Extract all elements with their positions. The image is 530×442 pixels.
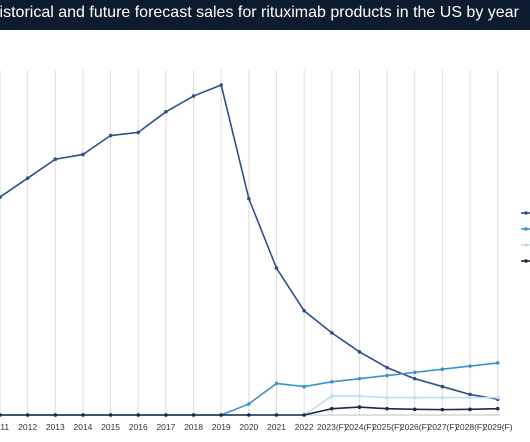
data-point	[468, 392, 472, 397]
data-point	[81, 152, 85, 157]
data-point	[357, 350, 362, 354]
data-point	[247, 196, 251, 201]
data-point	[468, 395, 472, 400]
legend-marker	[524, 227, 528, 231]
legend-marker	[524, 211, 528, 215]
x-axis-tick-labels: 2011 2012 2013 2014 2015 2016 2017 2018 2019 2020…	[0, 422, 513, 432]
data-point	[53, 157, 58, 162]
data-point	[495, 395, 500, 400]
legend	[521, 211, 530, 263]
data-point	[440, 395, 445, 400]
x-tick-label: 2017	[156, 422, 175, 432]
x-tick-label: 2019	[212, 422, 231, 432]
data-point	[385, 406, 389, 411]
data-point	[247, 402, 251, 406]
data-point	[495, 406, 500, 411]
data-point	[136, 130, 141, 135]
data-point	[274, 381, 279, 386]
x-tick-label: 2014	[73, 422, 92, 432]
x-tick-label: 2026(F)	[400, 422, 430, 432]
data-point	[164, 110, 168, 114]
title-bar: Historical and future forecast sales for…	[0, 0, 530, 30]
series-lines	[0, 83, 500, 417]
data-point	[164, 413, 168, 417]
x-tick-label: 2024(F)	[345, 422, 375, 432]
data-point	[247, 413, 251, 417]
data-point	[330, 406, 334, 411]
data-point	[191, 94, 196, 98]
data-point	[302, 384, 306, 389]
data-point	[108, 133, 113, 138]
data-point	[0, 195, 2, 199]
data-point	[330, 394, 334, 398]
chart-area: 2011 2012 2013 2014 2015 2016 2017 2018 2019 2020…	[0, 30, 530, 442]
data-point	[108, 413, 113, 417]
data-point	[25, 176, 30, 180]
x-tick-label: 2023(F)	[317, 422, 347, 432]
data-point	[357, 405, 362, 409]
chart-title: Historical and future forecast sales for…	[0, 4, 519, 21]
x-tick-label: 2022	[295, 422, 314, 432]
data-point	[385, 373, 389, 378]
x-tick-label: 2020	[239, 422, 258, 432]
data-point	[385, 395, 389, 400]
data-point	[357, 394, 362, 398]
x-tick-label: 2011	[0, 422, 9, 432]
data-point	[468, 364, 472, 368]
data-point	[136, 413, 141, 417]
line-chart: 2011 2012 2013 2014 2015 2016 2017 2018 2019 2020…	[0, 70, 530, 432]
x-tick-label: 2013	[46, 422, 65, 432]
data-point	[302, 413, 306, 417]
data-point	[440, 384, 445, 389]
x-tick-label: 2016	[129, 422, 148, 432]
x-tick-label: 2015	[101, 422, 120, 432]
x-tick-label: 2029(F)	[483, 422, 513, 432]
data-point	[412, 395, 417, 400]
legend-marker	[524, 243, 528, 247]
data-point	[81, 413, 85, 417]
data-point	[274, 266, 279, 270]
data-point	[25, 413, 30, 417]
data-point	[495, 361, 500, 365]
data-point	[412, 370, 417, 375]
data-point	[412, 407, 417, 412]
data-point	[219, 413, 223, 417]
x-tick-label: 2028(F)	[455, 422, 485, 432]
x-tick-label: 2025(F)	[372, 422, 402, 432]
data-point	[330, 380, 334, 384]
data-point	[385, 365, 389, 370]
data-point	[53, 413, 58, 417]
grid-lines	[0, 70, 500, 416]
data-point	[191, 413, 196, 417]
data-point	[412, 376, 417, 381]
data-point	[274, 413, 279, 417]
data-point	[330, 331, 334, 335]
data-point	[468, 407, 472, 412]
data-point	[302, 308, 306, 313]
x-tick-label: 2018	[184, 422, 203, 432]
data-point	[440, 367, 445, 372]
legend-marker	[524, 259, 528, 263]
data-point	[0, 413, 2, 417]
data-point	[357, 376, 362, 381]
data-point	[219, 83, 223, 87]
data-point	[440, 407, 445, 412]
x-tick-label: 2027(F)	[428, 422, 458, 432]
x-tick-label: 2021	[267, 422, 286, 432]
x-tick-label: 2012	[18, 422, 37, 432]
